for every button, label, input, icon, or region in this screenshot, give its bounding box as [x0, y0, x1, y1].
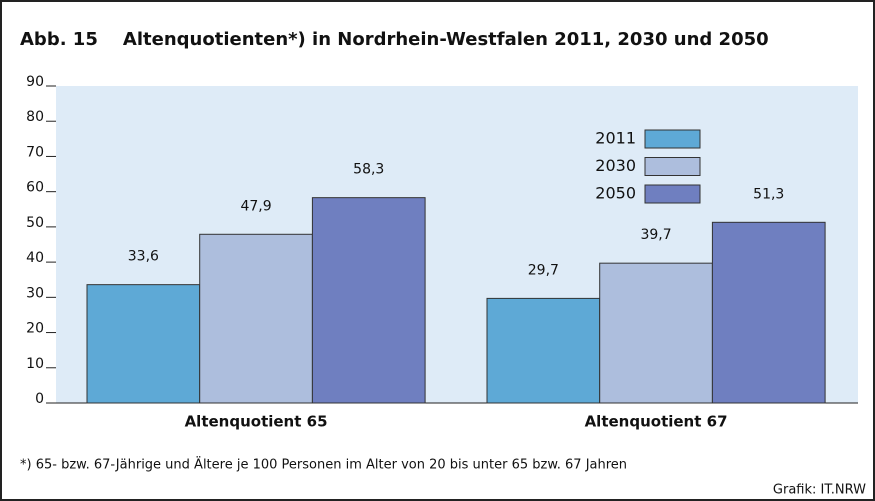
y-tick-label: 70 — [26, 144, 44, 160]
bar — [599, 262, 713, 404]
bar — [86, 284, 201, 404]
legend-swatch — [644, 157, 701, 176]
chart-title: Abb. 15 Altenquotienten*) in Nordrhein-W… — [20, 29, 769, 50]
bar — [711, 221, 826, 404]
legend-swatch — [644, 184, 701, 204]
bar — [199, 233, 313, 404]
y-tick-label: 90 — [26, 74, 44, 90]
legend-label: 2030 — [595, 156, 636, 175]
x-tick-label: Altenquotient 67 — [585, 413, 728, 431]
y-tick-label: 20 — [26, 321, 44, 337]
bar — [486, 297, 601, 404]
x-tick-label: Altenquotient 65 — [185, 413, 328, 431]
legend-label: 2050 — [595, 184, 636, 203]
y-tick-label: 50 — [26, 215, 44, 231]
value-label: 58,3 — [353, 162, 384, 178]
y-tick-label: 0 — [35, 391, 44, 407]
value-label: 39,7 — [640, 227, 671, 243]
y-tick-label: 30 — [26, 285, 44, 301]
footnote: *) 65- bzw. 67-Jährige und Ältere je 100… — [20, 457, 627, 473]
value-label: 33,6 — [128, 249, 159, 265]
y-tick-label: 60 — [26, 180, 44, 196]
y-tick-label: 10 — [26, 356, 44, 372]
value-label: 29,7 — [528, 262, 559, 278]
value-label: 51,3 — [753, 186, 784, 202]
value-label: 47,9 — [240, 198, 271, 214]
bar — [311, 197, 426, 404]
source: Grafik: IT.NRW — [773, 483, 866, 498]
y-tick-label: 40 — [26, 250, 44, 266]
legend-label: 2011 — [595, 129, 636, 148]
legend-swatch — [644, 129, 701, 149]
y-tick-label: 80 — [26, 109, 44, 125]
